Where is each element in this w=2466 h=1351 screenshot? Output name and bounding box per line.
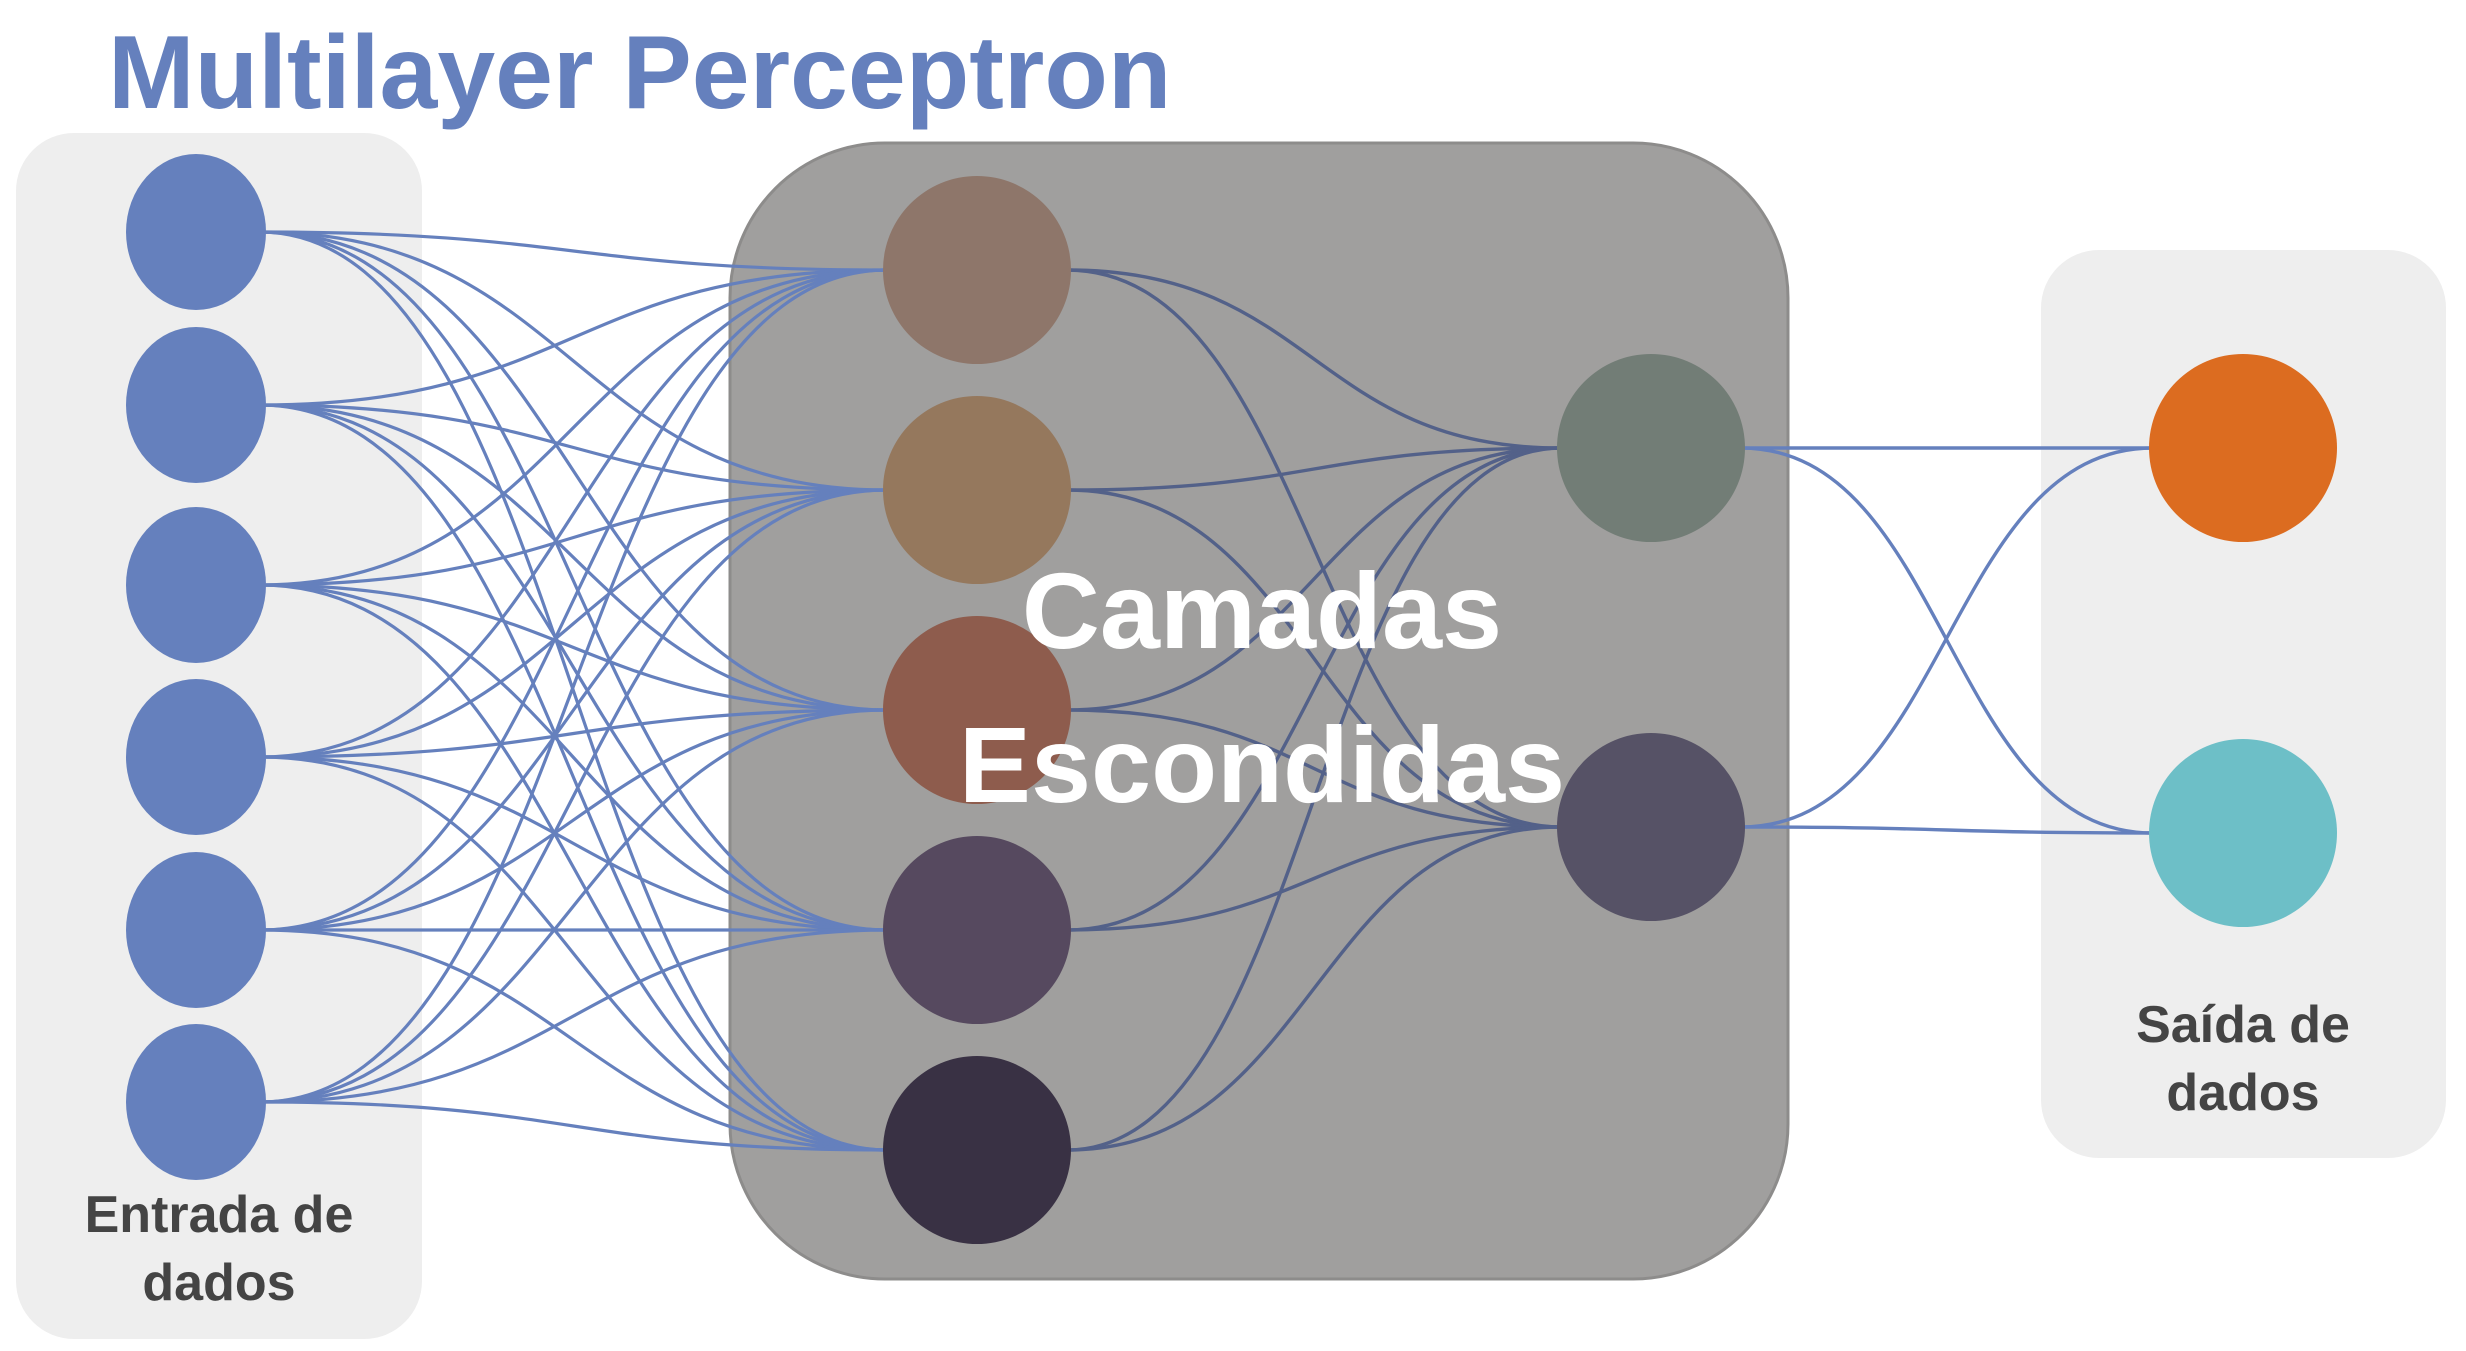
hidden-layers-label-line2: Escondidas <box>959 704 1565 825</box>
edge-hidden1-1-to-hidden2-2 <box>1066 268 1562 829</box>
hidden2-node-2 <box>1557 733 1745 921</box>
edge-input-4-to-hidden1-1 <box>259 268 888 759</box>
edge-input-6-to-hidden1-5 <box>259 1100 888 1152</box>
output-nodes <box>2149 354 2337 927</box>
hidden1-node-5 <box>883 1056 1071 1244</box>
input-node-3 <box>126 507 266 663</box>
hidden1-to-hidden2-connections <box>1066 268 1562 1152</box>
edge-input-6-to-hidden1-4 <box>259 928 888 1104</box>
input-node-1 <box>126 154 266 310</box>
edge-input-6-to-hidden1-3 <box>259 708 888 1104</box>
edge-input-6-to-hidden1-1 <box>259 268 888 1104</box>
output-node-1 <box>2149 354 2337 542</box>
edge-hidden1-3-to-hidden2-1 <box>1066 446 1562 712</box>
input-node-6 <box>126 1024 266 1180</box>
input-node-2 <box>126 327 266 483</box>
edge-input-1-to-hidden1-5 <box>259 230 888 1152</box>
edge-input-5-to-hidden1-1 <box>259 268 888 932</box>
hidden2-to-output-connections <box>1740 446 2154 835</box>
edge-hidden1-4-to-hidden2-2 <box>1066 825 1562 932</box>
hidden-layer1-nodes <box>883 176 1071 1244</box>
edge-hidden2-2-to-output-1 <box>1740 446 2154 829</box>
hidden-layer2-nodes <box>1557 354 1745 921</box>
edge-input-4-to-hidden1-4 <box>259 755 888 932</box>
edge-input-3-to-hidden1-1 <box>259 268 888 587</box>
edge-hidden1-2-to-hidden2-1 <box>1066 446 1562 492</box>
edge-hidden1-2-to-hidden2-2 <box>1066 488 1562 829</box>
input-layer-label-line2: dados <box>142 1254 295 1312</box>
output-layer-panel <box>2041 250 2446 1158</box>
edge-input-1-to-hidden1-3 <box>259 230 888 712</box>
edge-input-6-to-hidden1-2 <box>259 488 888 1104</box>
input-nodes <box>126 154 266 1180</box>
edge-input-3-to-hidden1-4 <box>259 583 888 932</box>
edge-input-5-to-hidden1-5 <box>259 928 888 1152</box>
hidden1-node-4 <box>883 836 1071 1024</box>
edge-hidden1-1-to-hidden2-1 <box>1066 268 1562 450</box>
edge-input-3-to-hidden1-2 <box>259 488 888 587</box>
edge-input-3-to-hidden1-5 <box>259 583 888 1152</box>
output-layer-label-line2: dados <box>2166 1064 2319 1122</box>
edge-hidden1-3-to-hidden2-2 <box>1066 708 1562 829</box>
hidden1-node-3 <box>883 616 1071 804</box>
hidden1-node-1 <box>883 176 1071 364</box>
output-node-2 <box>2149 739 2337 927</box>
hidden-layers-label-line1: Camadas <box>1022 550 1502 671</box>
edge-input-5-to-hidden1-3 <box>259 708 888 932</box>
hidden2-node-1 <box>1557 354 1745 542</box>
input-to-hidden1-connections <box>259 230 888 1152</box>
hidden1-node-2 <box>883 396 1071 584</box>
input-node-5 <box>126 852 266 1008</box>
edge-input-4-to-hidden1-5 <box>259 755 888 1152</box>
edge-input-1-to-hidden1-2 <box>259 230 888 492</box>
edge-input-1-to-hidden1-4 <box>259 230 888 932</box>
edge-input-2-to-hidden1-3 <box>259 403 888 712</box>
edge-hidden1-5-to-hidden2-2 <box>1066 825 1562 1152</box>
input-node-4 <box>126 679 266 835</box>
edge-input-5-to-hidden1-2 <box>259 488 888 932</box>
input-layer-label-line1: Entrada de <box>85 1186 354 1244</box>
edge-input-2-to-hidden1-5 <box>259 403 888 1152</box>
edge-hidden1-5-to-hidden2-1 <box>1066 446 1562 1152</box>
edge-input-2-to-hidden1-2 <box>259 403 888 492</box>
diagram-title: Multilayer Perceptron <box>108 15 1171 131</box>
edge-hidden1-4-to-hidden2-1 <box>1066 446 1562 932</box>
edge-hidden2-2-to-output-2 <box>1740 825 2154 835</box>
edge-input-1-to-hidden1-1 <box>259 230 888 272</box>
output-layer-label-line1: Saída de <box>2136 996 2350 1054</box>
edge-input-3-to-hidden1-3 <box>259 583 888 712</box>
edge-input-2-to-hidden1-4 <box>259 403 888 932</box>
edge-input-4-to-hidden1-3 <box>259 708 888 759</box>
edge-input-4-to-hidden1-2 <box>259 488 888 759</box>
edge-input-2-to-hidden1-1 <box>259 268 888 407</box>
